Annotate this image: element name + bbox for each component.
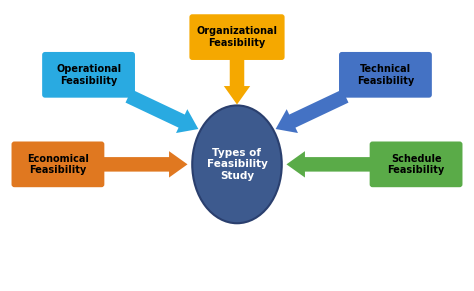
Text: Schedule
Feasibility: Schedule Feasibility [387, 154, 445, 175]
FancyBboxPatch shape [11, 141, 104, 187]
FancyBboxPatch shape [370, 141, 463, 187]
Polygon shape [224, 58, 250, 104]
Polygon shape [286, 151, 373, 178]
Text: Technical
Feasibility: Technical Feasibility [357, 64, 414, 86]
FancyBboxPatch shape [42, 52, 135, 98]
Text: Types of
Feasibility
Study: Types of Feasibility Study [207, 148, 267, 181]
Polygon shape [101, 151, 188, 178]
FancyBboxPatch shape [339, 52, 432, 98]
Text: Organizational
Feasibility: Organizational Feasibility [197, 26, 277, 48]
Ellipse shape [192, 105, 282, 223]
FancyBboxPatch shape [190, 14, 284, 60]
Polygon shape [276, 89, 348, 133]
Text: Economical
Feasibility: Economical Feasibility [27, 154, 89, 175]
Text: Operational
Feasibility: Operational Feasibility [56, 64, 121, 86]
Polygon shape [126, 89, 198, 133]
